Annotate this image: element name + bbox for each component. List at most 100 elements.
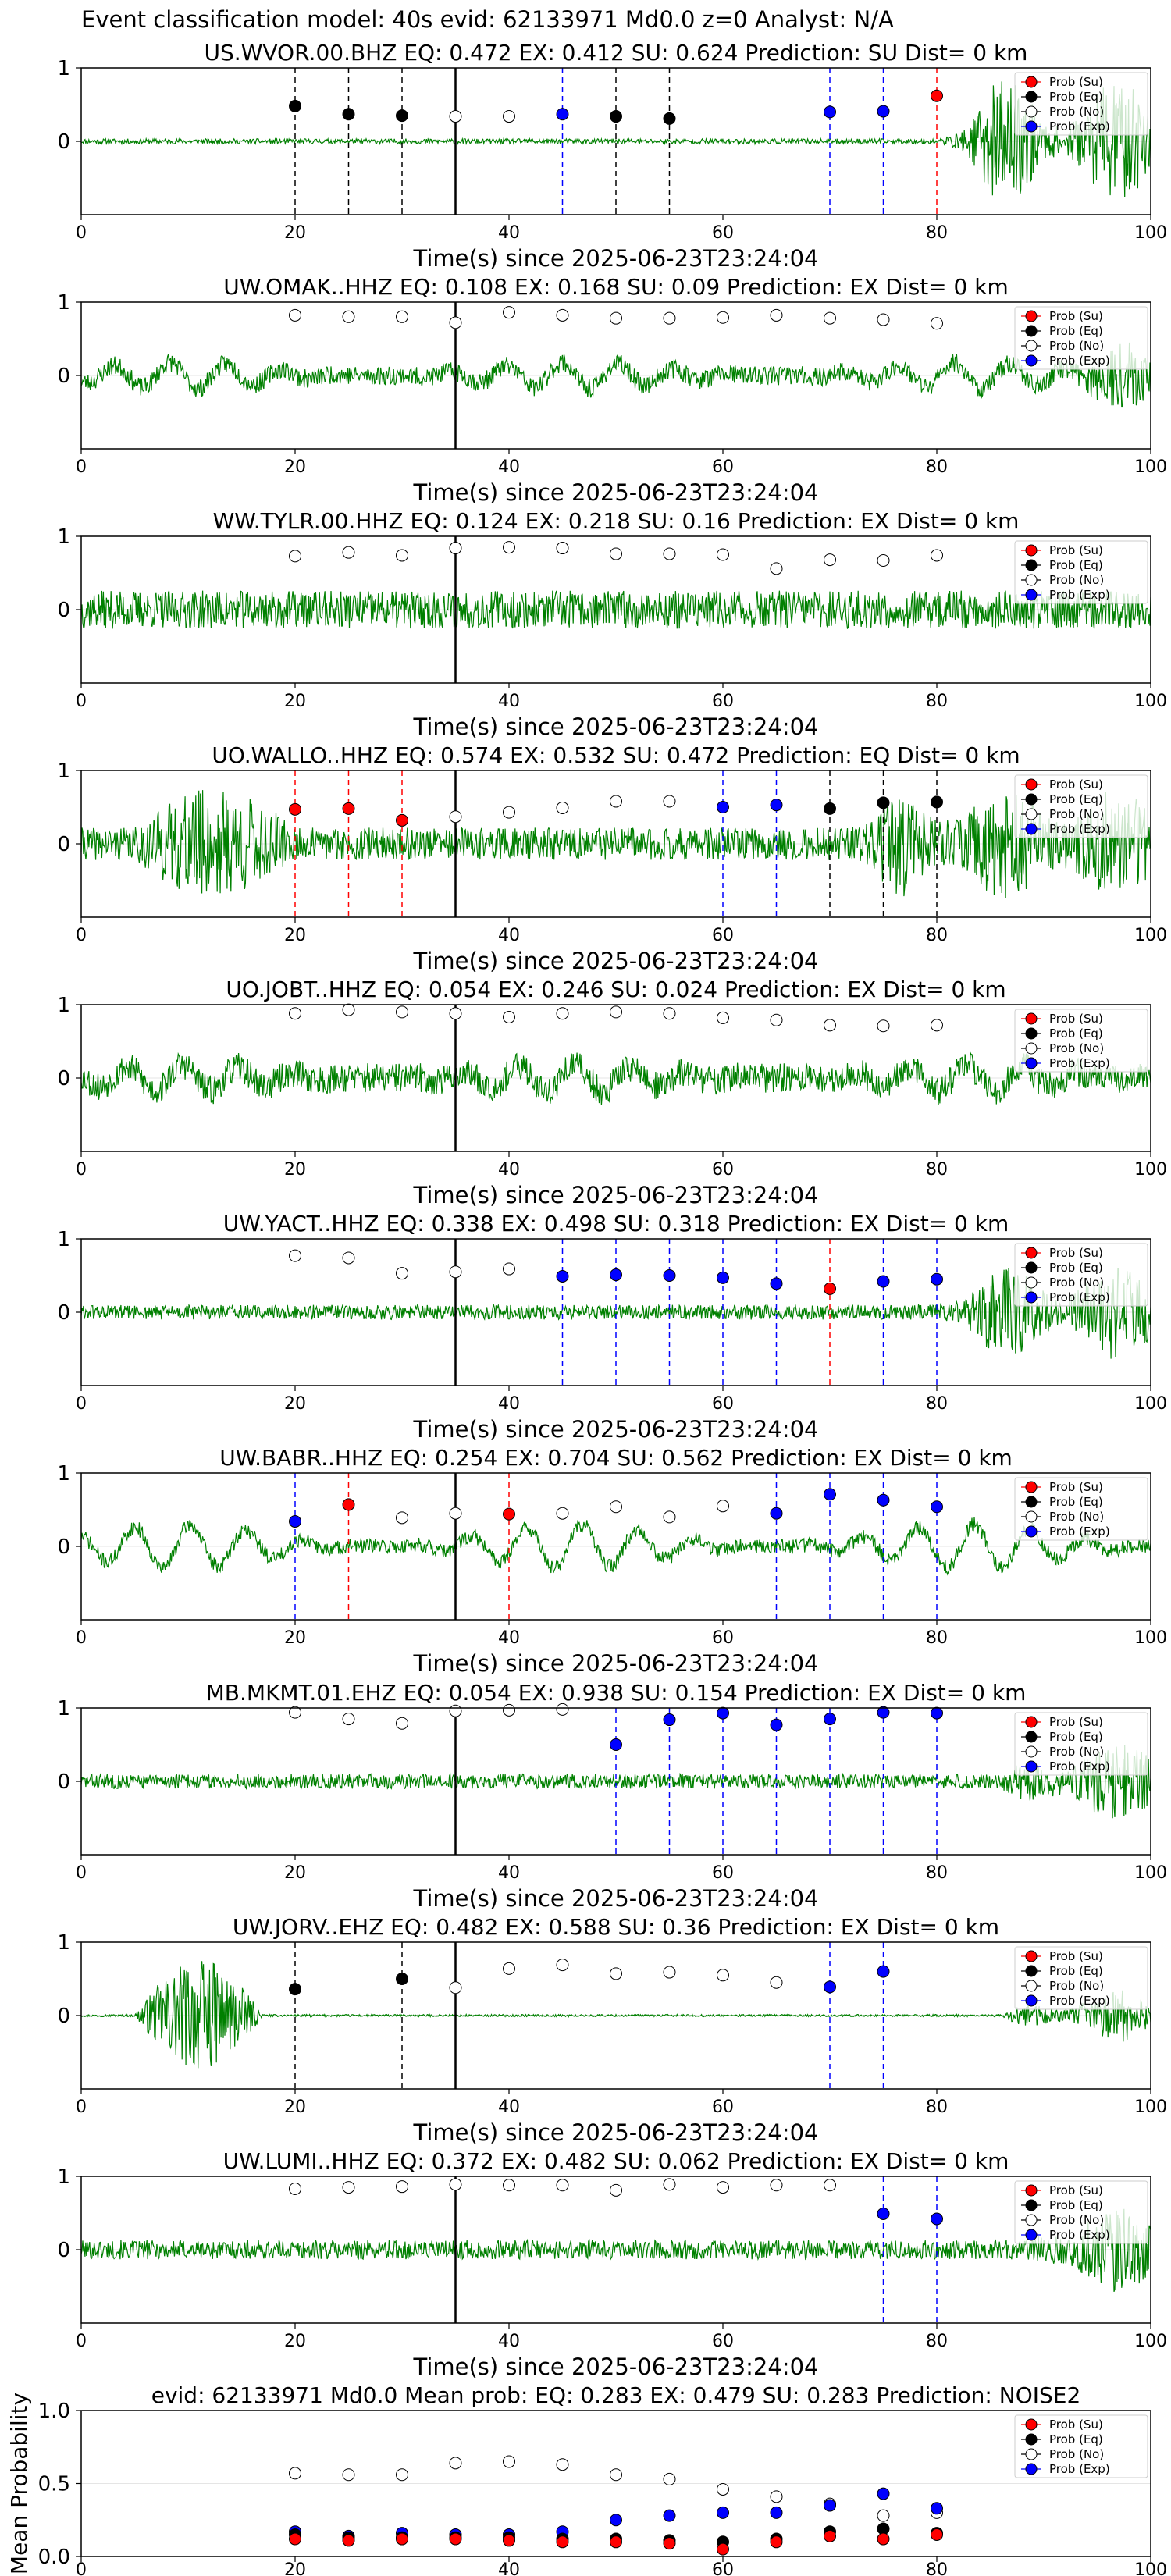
y-tick-label: 1	[57, 1697, 70, 1720]
x-tick-label: 40	[498, 1863, 520, 1883]
legend-marker-eq	[1025, 1027, 1038, 1040]
prob-point-no	[931, 317, 943, 330]
legend-marker-exp	[1025, 120, 1038, 133]
legend-box	[1014, 540, 1148, 604]
legend-label-su: Prob (Su)	[1049, 1949, 1103, 1963]
legend-label-exp: Prob (Exp)	[1049, 1290, 1110, 1304]
legend-marker-eq	[1025, 559, 1038, 571]
legend-marker-su	[1025, 1481, 1038, 1493]
prob-point-no	[449, 110, 462, 123]
prob-point-eq	[289, 99, 301, 112]
legend-marker-exp	[1025, 1760, 1038, 1773]
prob-point-no	[770, 562, 783, 575]
x-tick-label: 60	[712, 2332, 734, 2351]
prob-point-no	[289, 1007, 301, 1020]
prob-point-no	[610, 1500, 622, 1514]
legend-marker-su	[1025, 2184, 1038, 2197]
legend-marker-exp	[1025, 1525, 1038, 1538]
mean-point-no	[556, 2458, 569, 2471]
x-axis-label: Time(s) since 2025-06-23T23:24:04	[413, 245, 819, 272]
x-tick-label: 100	[1134, 1160, 1167, 1179]
prob-point-no	[663, 2178, 676, 2191]
x-tick-label: 60	[712, 2097, 734, 2117]
waveform-trace	[80, 342, 1151, 408]
panel-title: evid: 62133971 Md0.0 Mean prob: EQ: 0.28…	[151, 2382, 1081, 2408]
prob-point-no	[342, 1713, 355, 1726]
legend-box	[1014, 1712, 1148, 1776]
legend-label-su: Prob (Su)	[1049, 309, 1103, 323]
prob-point-exp	[877, 1706, 890, 1719]
mean-point-exp	[931, 2502, 943, 2515]
mean-point-su	[396, 2532, 408, 2546]
mean-point-no	[877, 2509, 890, 2522]
station-panel: US.WVOR.00.BHZ EQ: 0.472 EX: 0.412 SU: 0…	[57, 40, 1167, 272]
x-tick-label: 40	[498, 457, 520, 477]
prob-point-exp	[877, 2207, 890, 2220]
prob-point-no	[931, 1019, 943, 1032]
legend-label-no: Prob (No)	[1049, 1276, 1104, 1290]
prob-point-no	[449, 316, 462, 329]
legend-marker-no	[1025, 1042, 1038, 1055]
panel-title: UW.BABR..HHZ EQ: 0.254 EX: 0.704 SU: 0.5…	[219, 1445, 1013, 1471]
mean-point-exp	[824, 2499, 836, 2512]
prob-point-exp	[289, 1515, 301, 1528]
legend: Prob (Su)Prob (Eq)Prob (No)Prob (Exp)	[1014, 774, 1148, 838]
prob-point-eq	[396, 109, 408, 123]
x-tick-label: 60	[712, 2560, 734, 2576]
legend-label-eq: Prob (Eq)	[1049, 90, 1103, 104]
waveform-trace	[80, 1268, 1151, 1359]
legend-label-no: Prob (No)	[1049, 2213, 1104, 2227]
mean-point-su	[449, 2532, 462, 2546]
mean-point-no	[342, 2468, 355, 2482]
legend-label-no: Prob (No)	[1049, 807, 1104, 821]
mean-point-no	[663, 2472, 676, 2485]
legend-box	[1014, 72, 1148, 136]
prob-point-no	[396, 1005, 408, 1019]
x-tick-label: 0	[76, 692, 87, 711]
x-tick-label: 80	[926, 1394, 948, 1414]
x-tick-label: 0	[76, 1628, 87, 1648]
legend-box	[1014, 2180, 1148, 2244]
prob-point-exp	[931, 1706, 943, 1720]
x-tick-label: 0	[76, 926, 87, 945]
station-panel: UO.JOBT..HHZ EQ: 0.054 EX: 0.246 SU: 0.0…	[57, 977, 1167, 1208]
waveform-trace	[80, 790, 1151, 898]
legend-label-eq: Prob (Eq)	[1049, 1026, 1103, 1041]
prob-point-no	[396, 2180, 408, 2194]
x-tick-label: 100	[1134, 1628, 1167, 1648]
prob-point-su	[289, 802, 301, 816]
x-axis-label: Time(s) since 2025-06-23T23:24:04	[413, 2354, 819, 2380]
x-tick-label: 0	[76, 2097, 87, 2117]
legend-marker-no	[1025, 2214, 1038, 2226]
legend-label-exp: Prob (Exp)	[1049, 1056, 1110, 1070]
legend-marker-su	[1025, 544, 1038, 557]
legend-label-su: Prob (Su)	[1049, 777, 1103, 792]
y-tick-label: 0	[57, 365, 70, 388]
mean-point-no	[610, 2468, 622, 2482]
legend-label-exp: Prob (Exp)	[1049, 119, 1110, 133]
prob-point-no	[449, 810, 462, 824]
legend-marker-exp	[1025, 2463, 1038, 2475]
prob-point-no	[663, 547, 676, 560]
prob-point-exp	[770, 1277, 783, 1290]
mean-point-exp	[663, 2509, 676, 2522]
prob-point-no	[449, 1981, 462, 1994]
prob-point-no	[663, 1966, 676, 1979]
legend-box	[1014, 2414, 1148, 2478]
legend-label-exp: Prob (Exp)	[1049, 2462, 1110, 2476]
legend-marker-su	[1025, 778, 1038, 791]
x-tick-label: 20	[284, 223, 306, 243]
prob-point-eq	[663, 112, 676, 125]
station-panel: UW.JORV..EHZ EQ: 0.482 EX: 0.588 SU: 0.3…	[57, 1914, 1167, 2146]
y-tick-label: 0	[57, 1301, 70, 1325]
panel-title: UW.JORV..EHZ EQ: 0.482 EX: 0.588 SU: 0.3…	[233, 1914, 999, 1940]
x-tick-label: 100	[1134, 457, 1167, 477]
x-tick-label: 20	[284, 1628, 306, 1648]
legend-marker-eq	[1025, 2433, 1038, 2446]
prob-point-no	[717, 311, 729, 324]
y-axis-label: Mean Probability	[6, 2393, 32, 2574]
y-tick-label: 1	[57, 291, 70, 315]
legend-label-eq: Prob (Eq)	[1049, 2198, 1103, 2212]
legend-marker-su	[1025, 1012, 1038, 1025]
y-tick-label: 1	[57, 760, 70, 783]
